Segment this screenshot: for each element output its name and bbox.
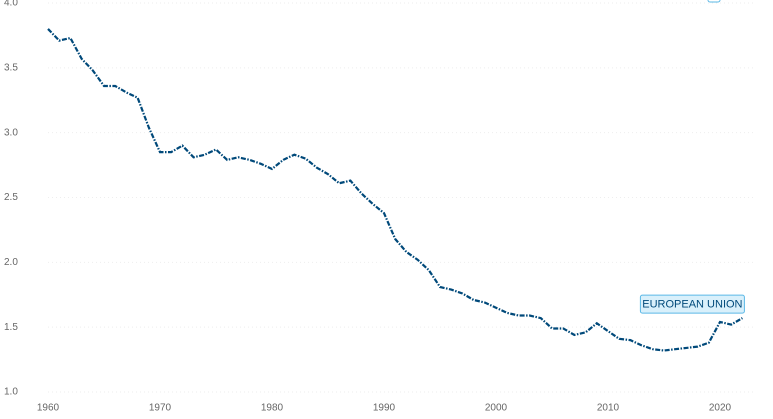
y-tick-label: 1.5 [4, 322, 18, 333]
y-tick-label: 4.0 [4, 0, 18, 9]
x-tick-label: 1980 [261, 403, 284, 414]
x-tick-label: 2020 [709, 403, 732, 414]
x-tick-label: 1960 [37, 403, 60, 414]
y-tick-label: 3.0 [4, 127, 18, 138]
series-label: EUROPEAN UNION [639, 294, 745, 314]
x-tick-label: 2000 [485, 403, 508, 414]
x-tick-label: 1970 [149, 403, 172, 414]
series-label-text: EUROPEAN UNION [642, 298, 742, 310]
x-tick-label: 2010 [597, 403, 620, 414]
x-tick-label: 1990 [373, 403, 396, 414]
data-line [47, 28, 743, 352]
y-tick-label: 1.0 [4, 387, 18, 398]
y-tick-label: 2.5 [4, 192, 18, 203]
legend-icon[interactable] [707, 0, 721, 3]
y-tick-label: 2.0 [4, 257, 18, 268]
y-tick-label: 3.5 [4, 62, 18, 73]
series-label-box [639, 294, 745, 314]
